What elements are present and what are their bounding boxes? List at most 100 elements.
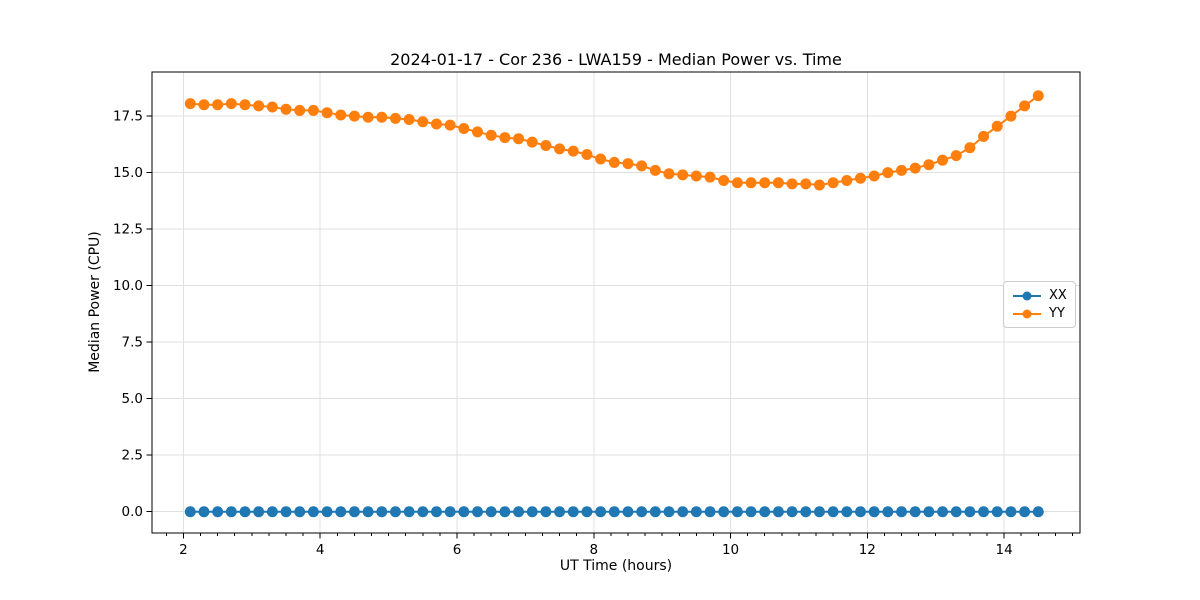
y-tick-label: 10.0 <box>113 278 143 294</box>
data-point-YY <box>294 104 306 116</box>
data-point-YY <box>978 130 990 142</box>
data-point-XX <box>444 506 456 518</box>
data-point-YY <box>772 177 784 189</box>
data-point-YY <box>485 129 497 141</box>
data-point-XX <box>253 506 265 518</box>
data-point-YY <box>554 143 566 155</box>
y-major-ticks: 0.0 2.5 5.0 7.5 10.0 12.5 15.0 17.5 <box>113 109 152 520</box>
data-point-YY <box>376 111 388 123</box>
data-point-XX <box>294 506 306 518</box>
data-point-XX <box>950 506 962 518</box>
x-tick-label: 2 <box>179 542 188 558</box>
data-point-XX <box>677 506 689 518</box>
y-tick-label: 0.0 <box>122 504 143 520</box>
chart-title: 2024-01-17 - Cor 236 - LWA159 - Median P… <box>390 50 842 69</box>
data-point-XX <box>745 506 757 518</box>
data-point-XX <box>499 506 511 518</box>
data-point-XX <box>198 506 210 518</box>
data-point-XX <box>526 506 538 518</box>
x-tick-label: 14 <box>995 542 1012 558</box>
data-point-YY <box>403 113 415 125</box>
data-point-XX <box>212 506 224 518</box>
data-point-XX <box>472 506 484 518</box>
x-tick-label: 6 <box>453 542 462 558</box>
data-point-YY <box>253 100 265 112</box>
data-point-YY <box>731 177 743 189</box>
data-point-YY <box>608 156 620 168</box>
data-point-YY <box>718 175 730 187</box>
data-point-YY <box>786 178 798 190</box>
data-point-YY <box>1032 90 1044 102</box>
data-point-YY <box>335 109 347 121</box>
data-point-XX <box>335 506 347 518</box>
data-point-XX <box>430 506 442 518</box>
data-point-XX <box>1005 506 1017 518</box>
data-point-XX <box>376 506 388 518</box>
data-point-YY <box>909 162 921 174</box>
y-tick-label: 12.5 <box>113 222 143 238</box>
x-tick-label: 12 <box>859 542 876 558</box>
data-point-XX <box>663 506 675 518</box>
data-point-YY <box>896 164 908 176</box>
data-point-XX <box>321 506 333 518</box>
data-point-YY <box>499 132 511 144</box>
data-point-XX <box>417 506 429 518</box>
data-point-YY <box>759 177 771 189</box>
series-XX <box>184 506 1044 518</box>
data-point-XX <box>1019 506 1031 518</box>
data-point-XX <box>636 506 648 518</box>
y-tick-label: 7.5 <box>122 335 143 351</box>
data-point-XX <box>389 506 401 518</box>
grid-lines <box>152 72 1080 533</box>
data-point-XX <box>772 506 784 518</box>
data-point-YY <box>239 99 251 111</box>
data-point-XX <box>540 506 552 518</box>
data-point-YY <box>526 136 538 148</box>
data-point-XX <box>184 506 196 518</box>
data-point-XX <box>718 506 730 518</box>
data-point-YY <box>1019 100 1031 112</box>
data-point-YY <box>389 112 401 124</box>
data-point-XX <box>649 506 661 518</box>
data-point-XX <box>759 506 771 518</box>
data-point-YY <box>649 164 661 176</box>
data-point-YY <box>950 150 962 162</box>
data-point-XX <box>239 506 251 518</box>
data-point-YY <box>567 145 579 157</box>
data-point-XX <box>978 506 990 518</box>
data-point-XX <box>595 506 607 518</box>
data-point-XX <box>513 506 525 518</box>
data-point-YY <box>430 118 442 130</box>
data-point-YY <box>307 104 319 116</box>
data-point-XX <box>280 506 292 518</box>
data-point-XX <box>348 506 360 518</box>
data-point-XX <box>1032 506 1044 518</box>
x-tick-label: 10 <box>722 542 739 558</box>
y-tick-label: 2.5 <box>122 448 143 464</box>
data-point-XX <box>800 506 812 518</box>
data-point-XX <box>731 506 743 518</box>
y-tick-label: 15.0 <box>113 165 143 181</box>
data-point-YY <box>595 153 607 165</box>
data-point-XX <box>403 506 415 518</box>
data-point-YY <box>622 158 634 170</box>
data-point-YY <box>1005 110 1017 122</box>
data-point-YY <box>417 116 429 128</box>
data-point-YY <box>184 98 196 110</box>
data-point-XX <box>813 506 825 518</box>
x-axis-label: UT Time (hours) <box>559 558 673 574</box>
legend-entry-xx: XX <box>1012 288 1067 303</box>
data-point-XX <box>868 506 880 518</box>
data-point-XX <box>882 506 894 518</box>
data-point-YY <box>472 126 484 138</box>
legend: XX YY <box>1003 281 1076 328</box>
data-point-XX <box>704 506 716 518</box>
data-point-YY <box>841 175 853 187</box>
data-point-YY <box>321 107 333 119</box>
data-point-YY <box>690 170 702 182</box>
data-point-YY <box>868 170 880 182</box>
axes-frame <box>151 71 1081 534</box>
data-point-YY <box>937 154 949 166</box>
